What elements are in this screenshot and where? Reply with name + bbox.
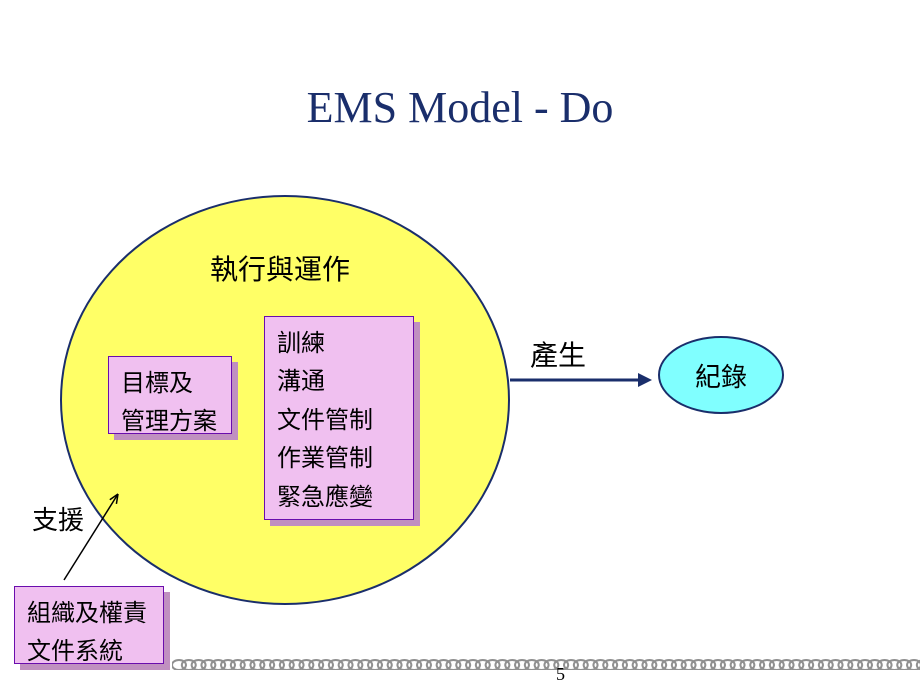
box-line: 訓練 bbox=[277, 325, 401, 363]
box-line: 目標及 bbox=[121, 365, 219, 403]
box-line: 溝通 bbox=[277, 363, 401, 401]
produce-label: 產生 bbox=[530, 334, 586, 374]
page-number: 5 bbox=[556, 664, 565, 685]
box-support: 組織及權責文件系統 bbox=[14, 586, 164, 664]
main-circle-label: 執行與運作 bbox=[210, 248, 350, 288]
box-objectives: 目標及管理方案 bbox=[108, 356, 232, 434]
box-line: 文件管制 bbox=[277, 402, 401, 440]
box-line: 緊急應變 bbox=[277, 479, 401, 517]
box-line: 文件系統 bbox=[27, 633, 151, 671]
box-line: 作業管制 bbox=[277, 440, 401, 478]
support-arrow bbox=[54, 484, 128, 590]
box-line: 組織及權責 bbox=[27, 595, 151, 633]
box-line: 管理方案 bbox=[121, 403, 219, 441]
slide-title: EMS Model - Do bbox=[0, 82, 920, 133]
record-ellipse: 紀錄 bbox=[658, 336, 784, 414]
box-activities: 訓練溝通文件管制作業管制緊急應變 bbox=[264, 316, 414, 520]
chain-decoration bbox=[172, 658, 920, 670]
record-ellipse-text: 紀錄 bbox=[695, 357, 747, 394]
